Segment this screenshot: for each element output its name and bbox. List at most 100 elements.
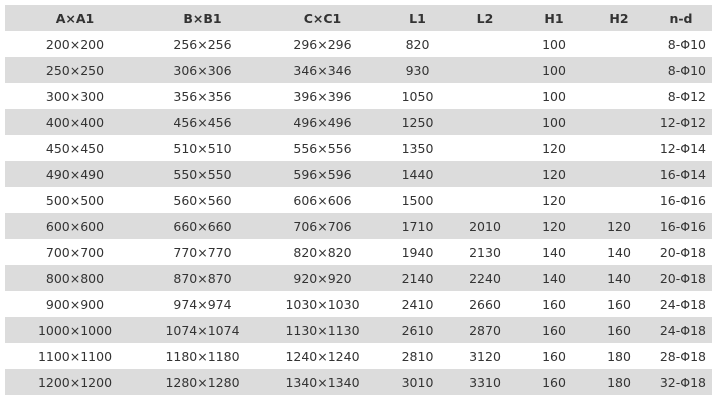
table-row: 1200×1200 1280×1280 1340×1340 3010 3310 160 18… bbox=[5, 369, 712, 395]
table-cell: 1100×1100 bbox=[37, 348, 113, 364]
table-cell: 1130×1130 bbox=[260, 317, 385, 343]
table-cell: 120 bbox=[588, 213, 650, 239]
column-header: L1 bbox=[385, 5, 450, 31]
table-cell: 250×250 bbox=[5, 57, 145, 83]
table-cell: 16-Φ16 bbox=[659, 192, 706, 208]
table-row: 900×900 974×974 1030×1030 2410 2660 160 160 24-… bbox=[5, 291, 712, 317]
table-row: 450×450 510×510 556×556 1350 120 12-Φ14 bbox=[5, 135, 712, 161]
table-row: 200×200 256×256 296×296 820 100 8-Φ10 bbox=[5, 31, 712, 57]
table-cell: 100 bbox=[520, 57, 588, 83]
table-cell: 160 bbox=[588, 317, 650, 343]
table-cell: 28-Φ18 bbox=[659, 348, 706, 364]
table-cell: 820×820 bbox=[293, 244, 352, 260]
table-cell: 180 bbox=[607, 348, 631, 364]
table-cell: 140 bbox=[588, 265, 650, 291]
table-cell: 3010 bbox=[385, 369, 450, 395]
table-cell: 606×606 bbox=[293, 192, 352, 208]
table-cell: 1250 bbox=[385, 109, 450, 135]
table-cell: 200×200 bbox=[45, 36, 105, 52]
table-cell: 120 bbox=[520, 213, 588, 239]
table-cell: 32-Φ18 bbox=[650, 369, 712, 395]
table-cell bbox=[450, 187, 520, 213]
table-cell: 1200×1200 bbox=[5, 369, 145, 395]
table-cell: 2870 bbox=[450, 317, 520, 343]
table-cell: 160 bbox=[542, 296, 566, 312]
table-cell: 100 bbox=[542, 36, 566, 52]
table-cell: 920×920 bbox=[260, 265, 385, 291]
table-cell: 700×700 bbox=[45, 244, 105, 260]
table-cell: 560×560 bbox=[173, 192, 232, 208]
table-cell: 1340×1340 bbox=[260, 369, 385, 395]
table-cell: 456×456 bbox=[145, 109, 260, 135]
table-cell: 160 bbox=[520, 369, 588, 395]
table-cell bbox=[588, 187, 650, 213]
table-row: 400×400 456×456 496×496 1250 100 12-Φ12 bbox=[5, 109, 712, 135]
table-cell: 8-Φ10 bbox=[650, 57, 712, 83]
table-cell: 296×296 bbox=[293, 36, 352, 52]
table-cell: 2660 bbox=[469, 296, 501, 312]
column-header: H2 bbox=[588, 5, 650, 31]
table-cell: 8-Φ10 bbox=[667, 36, 706, 52]
table-cell: 16-Φ16 bbox=[650, 213, 712, 239]
table-cell: 120 bbox=[542, 192, 566, 208]
table-cell: 2130 bbox=[469, 244, 501, 260]
table-cell: 930 bbox=[385, 57, 450, 83]
table-cell: 356×356 bbox=[173, 88, 232, 104]
table-cell: 16-Φ14 bbox=[650, 161, 712, 187]
table-cell bbox=[450, 83, 520, 109]
column-header: n-d bbox=[650, 5, 712, 31]
table-cell: 660×660 bbox=[145, 213, 260, 239]
table-cell: 800×800 bbox=[5, 265, 145, 291]
column-header: L2 bbox=[450, 5, 520, 31]
table-cell: 8-Φ12 bbox=[667, 88, 706, 104]
table-cell: 12-Φ12 bbox=[650, 109, 712, 135]
table-cell: 256×256 bbox=[173, 36, 232, 52]
table-cell bbox=[588, 57, 650, 83]
table-cell bbox=[450, 57, 520, 83]
table-row: 1000×1000 1074×1074 1130×1130 2610 2870 160 16… bbox=[5, 317, 712, 343]
spec-table: A×A1 B×B1 C×C1 L1 L2 H1 H2 n-d 200×200 256×256 29… bbox=[5, 5, 712, 395]
table-cell: 140 bbox=[542, 244, 566, 260]
table-row: 490×490 550×550 596×596 1440 120 16-Φ14 bbox=[5, 161, 712, 187]
column-header: H1 bbox=[520, 5, 588, 31]
table-cell: 2410 bbox=[401, 296, 434, 312]
table-row: 500×500 560×560 606×606 1500 120 16-Φ16 bbox=[5, 187, 712, 213]
table-cell: 550×550 bbox=[145, 161, 260, 187]
table-cell: 1440 bbox=[385, 161, 450, 187]
table-cell bbox=[588, 31, 650, 57]
table-cell bbox=[450, 109, 520, 135]
table-cell: 300×300 bbox=[45, 88, 105, 104]
table-cell: 1030×1030 bbox=[285, 296, 360, 312]
table-cell: 596×596 bbox=[260, 161, 385, 187]
table-cell: 1050 bbox=[401, 88, 434, 104]
table-cell: 396×396 bbox=[293, 88, 352, 104]
table-cell: 706×706 bbox=[260, 213, 385, 239]
table-cell: 490×490 bbox=[5, 161, 145, 187]
column-header: C×C1 bbox=[260, 5, 385, 31]
header-row: A×A1 B×B1 C×C1 L1 L2 H1 H2 n-d bbox=[5, 5, 712, 31]
table-cell: 1074×1074 bbox=[145, 317, 260, 343]
table-row: 600×600 660×660 706×706 1710 2010 120 120 16-Φ1… bbox=[5, 213, 712, 239]
table-cell: 1240×1240 bbox=[285, 348, 360, 364]
table-cell: 2010 bbox=[450, 213, 520, 239]
table-cell: 180 bbox=[588, 369, 650, 395]
table-cell: 140 bbox=[607, 244, 631, 260]
table-cell: 24-Φ18 bbox=[650, 317, 712, 343]
table-cell: 400×400 bbox=[5, 109, 145, 135]
column-header: A×A1 bbox=[5, 5, 145, 31]
table-cell: 450×450 bbox=[45, 140, 105, 156]
table-cell: 140 bbox=[520, 265, 588, 291]
table-cell: 870×870 bbox=[145, 265, 260, 291]
table-cell: 160 bbox=[607, 296, 631, 312]
table-cell: 120 bbox=[542, 140, 566, 156]
table-cell: 770×770 bbox=[173, 244, 232, 260]
table-cell: 1350 bbox=[401, 140, 434, 156]
table-cell: 12-Φ14 bbox=[659, 140, 706, 156]
table-row: 1100×1100 1180×1180 1240×1240 2810 3120 160 18… bbox=[5, 343, 712, 369]
table-cell: 2610 bbox=[385, 317, 450, 343]
table-cell: 100 bbox=[542, 88, 566, 104]
table-cell: 496×496 bbox=[260, 109, 385, 135]
table-cell: 600×600 bbox=[5, 213, 145, 239]
table-cell: 1000×1000 bbox=[5, 317, 145, 343]
table-cell: 24-Φ18 bbox=[659, 296, 706, 312]
